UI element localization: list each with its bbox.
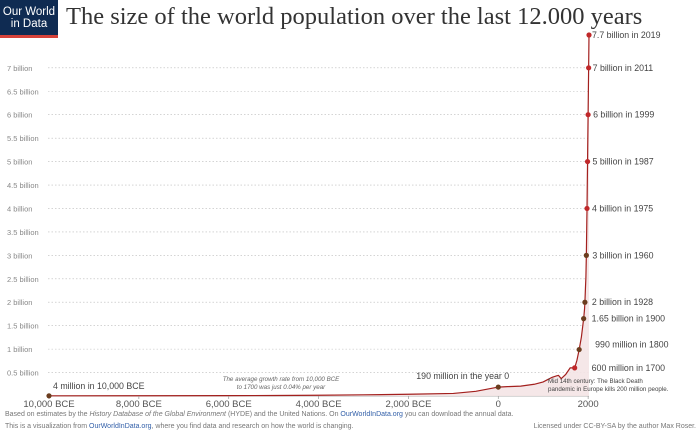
- x-tick-label: 0: [496, 399, 501, 410]
- owid-link[interactable]: OurWorldInData.org: [89, 423, 152, 430]
- y-tick-label: 0.5 billion: [7, 369, 39, 378]
- x-tick-label: 2000: [578, 399, 599, 410]
- data-point-marker: [495, 384, 501, 390]
- data-point-marker: [585, 112, 591, 118]
- y-tick-label: 3.5 billion: [7, 228, 39, 237]
- growth-rate-annotation: to 1700 was just 0.04% per year: [237, 384, 326, 391]
- growth-rate-annotation: The average growth rate from 10,000 BCE: [223, 376, 340, 383]
- y-tick-label: 5.5 billion: [7, 134, 39, 143]
- data-point-marker: [581, 316, 587, 322]
- data-label: 4 million in 10,000 BCE: [53, 381, 145, 391]
- data-point-marker: [576, 346, 582, 353]
- data-point-marker: [584, 205, 590, 212]
- logo-line2: in Data: [10, 17, 48, 30]
- data-point-marker: [46, 393, 52, 399]
- y-tick-label: 4 billion: [7, 204, 32, 213]
- data-label: 1.65 billion in 1900: [592, 314, 665, 324]
- y-tick-label: 6.5 billion: [7, 87, 39, 96]
- x-tick-label: 8,000 BCE: [116, 399, 162, 410]
- y-tick-label: 4.5 billion: [7, 181, 39, 190]
- data-point-marker: [583, 252, 589, 258]
- y-tick-label: 6 billion: [7, 111, 32, 120]
- data-label: 190 million in the year 0: [416, 371, 509, 381]
- source-link[interactable]: OurWorldInData.org: [340, 411, 403, 418]
- y-tick-label: 3 billion: [7, 251, 32, 260]
- y-tick-label: 5 billion: [7, 158, 32, 167]
- footer-license: Licensed under CC-BY-SA by the author Ma…: [533, 423, 696, 430]
- data-label: 600 million in 1700: [592, 363, 665, 373]
- black-death-annotation: Mid 14th century: The Black Death: [548, 378, 643, 385]
- population-area: [49, 35, 589, 396]
- data-label: 7 billion in 2011: [593, 63, 654, 73]
- data-point-marker: [586, 32, 592, 38]
- data-point-marker: [572, 365, 578, 371]
- chart-title: The size of the world population over th…: [66, 3, 643, 30]
- x-tick-label: 10,000 BCE: [23, 399, 74, 410]
- owid-logo: Our World in Data: [0, 0, 58, 38]
- data-label: 990 million in 1800: [595, 340, 668, 350]
- data-label: 4 billion in 1975: [592, 203, 653, 213]
- data-label: 7.7 billion in 2019: [592, 30, 661, 40]
- y-tick-label: 2.5 billion: [7, 275, 39, 284]
- y-tick-label: 7 billion: [7, 64, 32, 73]
- data-label: 2 billion in 1928: [592, 297, 653, 307]
- data-label: 6 billion in 1999: [593, 110, 654, 120]
- y-tick-label: 2 billion: [7, 298, 32, 307]
- data-point-marker: [584, 158, 591, 165]
- x-tick-label: 2,000 BCE: [385, 399, 431, 410]
- footer-source: Based on estimates by the History Databa…: [5, 411, 514, 418]
- population-line: [48, 34, 590, 397]
- black-death-annotation: pandemic in Europe kills 200 million peo…: [548, 386, 669, 393]
- data-label: 3 billion in 1960: [592, 250, 653, 260]
- x-tick-label: 4,000 BCE: [296, 399, 342, 410]
- x-tick-label: 6,000 BCE: [206, 399, 252, 410]
- y-tick-label: 1 billion: [7, 345, 32, 354]
- data-point-marker: [586, 65, 592, 71]
- data-label: 5 billion in 1987: [593, 157, 654, 167]
- y-tick-label: 1.5 billion: [7, 322, 39, 331]
- footer-visualization: This is a visualization from OurWorldInD…: [5, 423, 354, 430]
- license-link[interactable]: CC-BY-SA: [583, 423, 616, 430]
- data-point-marker: [582, 299, 588, 305]
- logo-line1: Our World: [2, 5, 56, 18]
